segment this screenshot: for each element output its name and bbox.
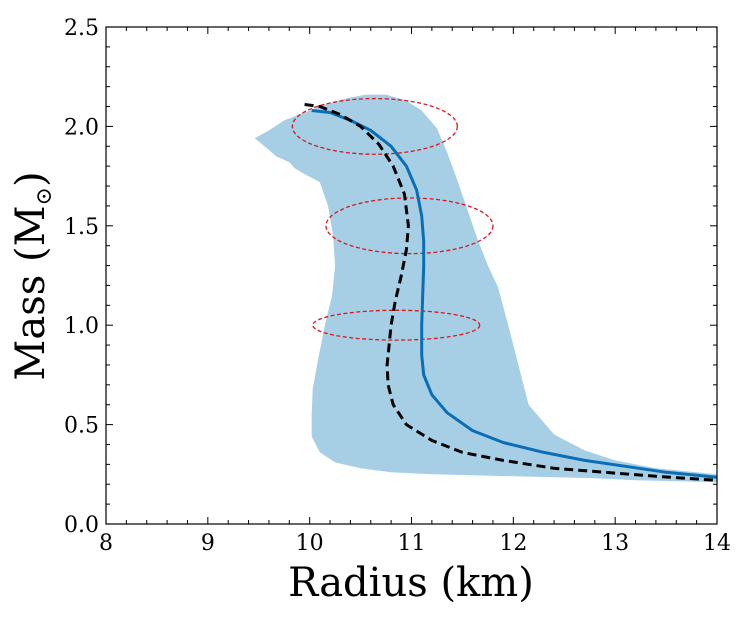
x-tick-label: 10 — [296, 531, 324, 556]
x-axis-title: Radius (km) — [288, 560, 534, 606]
x-tick-label: 11 — [398, 531, 426, 556]
plot-content — [254, 94, 717, 483]
y-tick-label: 1.0 — [64, 314, 99, 339]
y-axis-title-main: Mass (M — [8, 205, 54, 380]
solid-mass-radius-curve — [311, 109, 717, 479]
x-tick-label: 8 — [99, 531, 113, 556]
y-axis-title-close: ) — [8, 171, 54, 187]
axes: 8 9 10 11 12 13 14 0.0 0.5 1.0 1.5 2.0 2.5 — [64, 16, 731, 556]
x-tick-label: 12 — [499, 531, 527, 556]
dashed-mass-radius-curve — [304, 103, 717, 482]
y-tick-label: 0.5 — [64, 414, 99, 439]
constraint-ellipse-3 — [312, 309, 481, 341]
uncertainty-band — [254, 94, 717, 483]
x-tick-label: 9 — [201, 531, 215, 556]
y-tick-label: 1.5 — [64, 215, 99, 240]
x-tick-label: 14 — [703, 531, 731, 556]
x-tick-label: 13 — [601, 531, 629, 556]
y-tick-label: 0.0 — [64, 513, 99, 538]
constraint-ellipse-2 — [325, 197, 494, 255]
plot-area — [254, 94, 717, 483]
y-tick-label: 2.0 — [64, 115, 99, 140]
y-tick-label: 2.5 — [64, 16, 99, 41]
constraint-ellipse-1 — [291, 97, 458, 155]
y-axis-title-symbol: ⊙ — [32, 187, 57, 205]
y-axis-title: Mass (M⊙) — [8, 171, 57, 380]
